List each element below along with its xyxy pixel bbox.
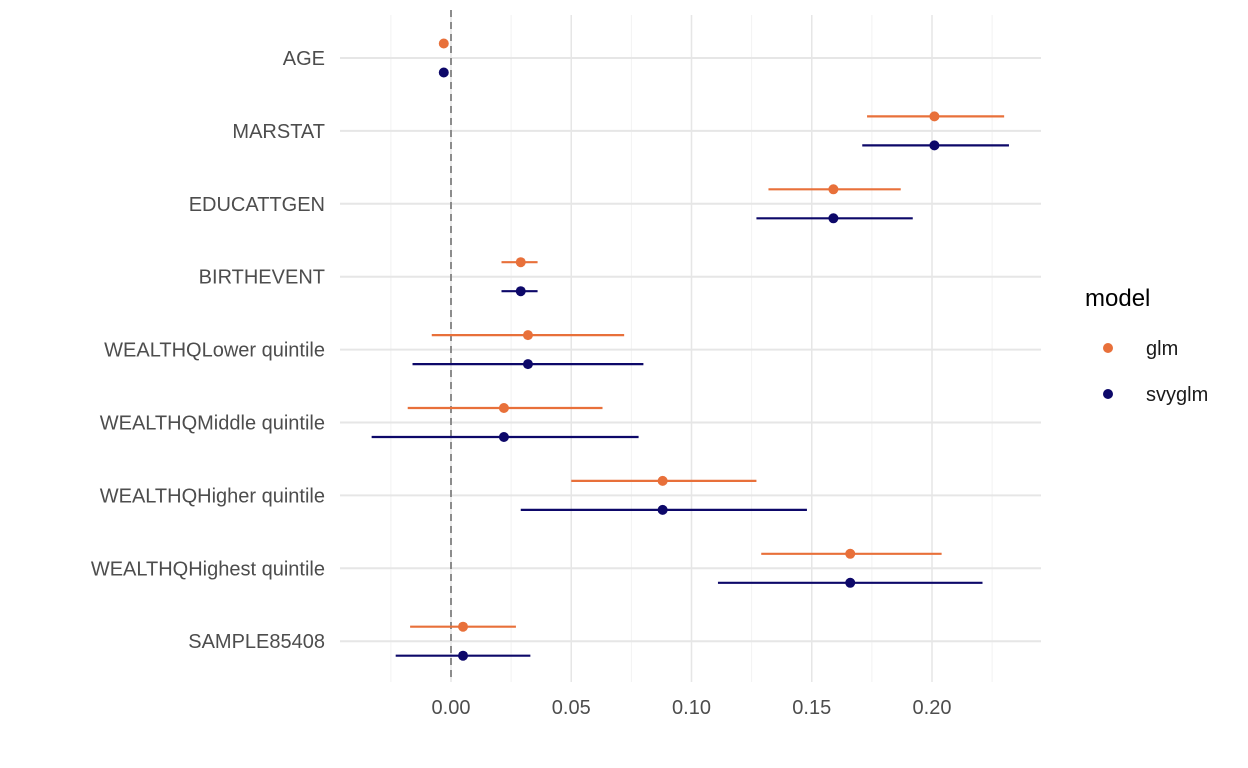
y-tick-label: AGE: [283, 48, 325, 70]
point-glm: [522, 330, 533, 341]
y-tick-label: EDUCATTGEN: [189, 194, 325, 216]
point-svyglm: [458, 650, 469, 661]
y-tick-label: WEALTHQHighest quintile: [91, 558, 325, 580]
point-glm: [845, 548, 856, 559]
point-glm: [828, 184, 839, 195]
x-tick-label: 0.20: [913, 697, 952, 719]
point-svyglm: [657, 504, 668, 515]
point-svyglm: [498, 432, 509, 442]
point-svyglm: [845, 577, 856, 588]
point-glm: [657, 475, 668, 486]
x-tick-label: 0.15: [792, 697, 831, 719]
plot-marks: [371, 38, 1009, 661]
y-tick-label: MARSTAT: [232, 121, 325, 143]
legend-key-glm: [1103, 343, 1113, 353]
x-axis-labels: 0.00 0.05 0.10 0.15 0.20: [432, 697, 952, 719]
grid-major: [340, 15, 1041, 682]
legend-title: model: [1085, 285, 1150, 312]
point-svyglm: [828, 213, 839, 224]
y-tick-label: WEALTHQHigher quintile: [100, 485, 325, 507]
y-tick-label: BIRTHEVENT: [199, 267, 325, 289]
point-svyglm: [522, 359, 533, 370]
legend-label-svyglm: svyglm: [1146, 384, 1208, 406]
point-glm: [438, 38, 449, 49]
y-tick-label: SAMPLE85408: [188, 631, 325, 653]
point-glm: [929, 111, 940, 122]
grid-minor: [390, 15, 993, 682]
point-glm: [458, 621, 469, 632]
point-glm: [515, 257, 526, 268]
y-axis-labels: AGE MARSTAT EDUCATTGEN BIRTHEVENT WEALTHQLow…: [91, 48, 325, 653]
legend-label-glm: glm: [1146, 338, 1178, 360]
point-svyglm: [438, 67, 449, 78]
point-glm: [498, 403, 509, 413]
x-tick-label: 0.00: [432, 697, 471, 719]
legend-key-svyglm: [1103, 389, 1113, 399]
legend: model glm svyglm: [1085, 285, 1208, 406]
point-svyglm: [515, 286, 526, 297]
x-tick-label: 0.05: [552, 697, 591, 719]
y-tick-label: WEALTHQMiddle quintile: [100, 413, 325, 435]
y-tick-label: WEALTHQLower quintile: [104, 340, 325, 362]
point-svyglm: [929, 140, 940, 151]
x-tick-label: 0.10: [672, 697, 711, 719]
